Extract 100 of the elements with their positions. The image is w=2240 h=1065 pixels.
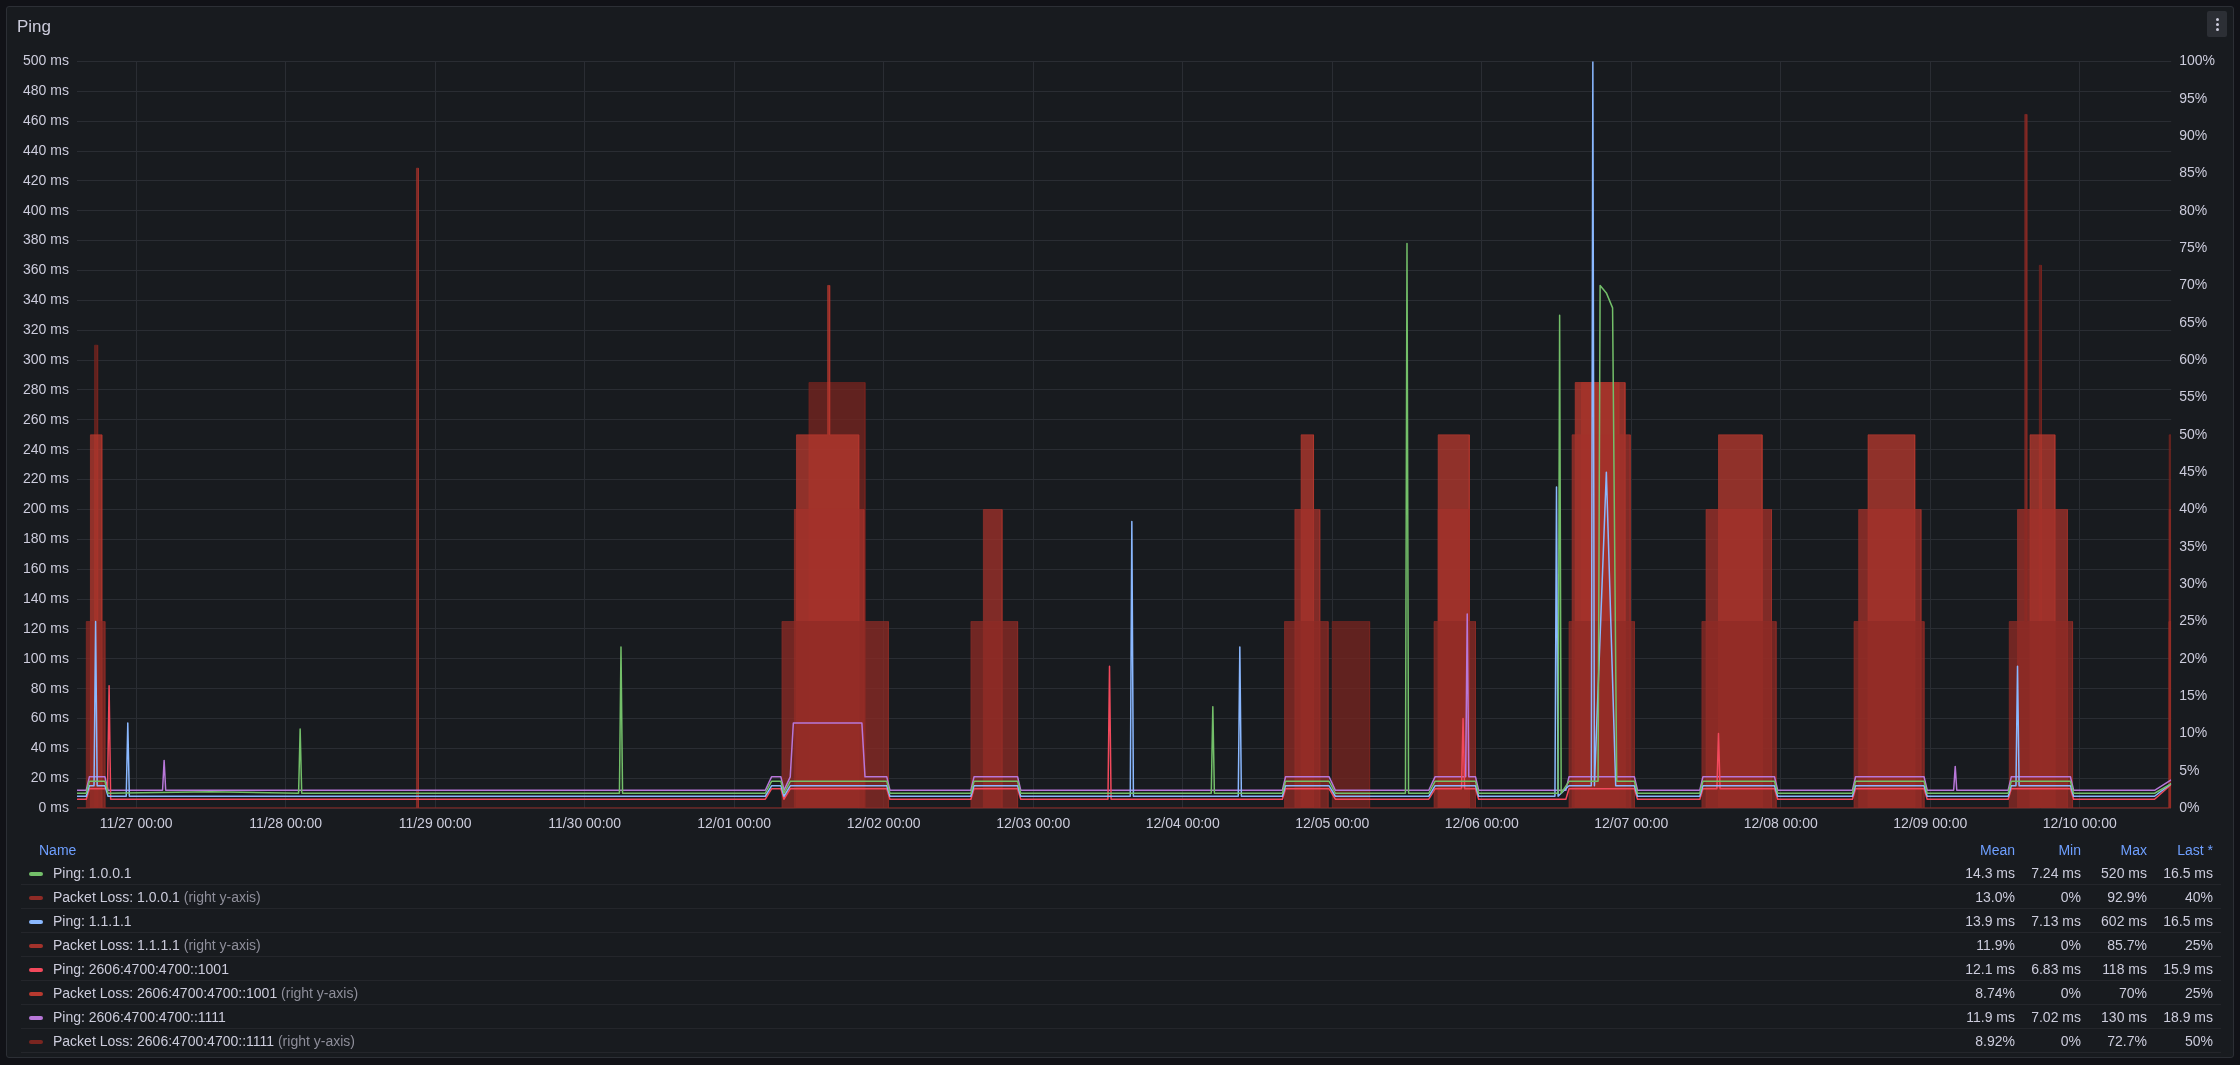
- y-tick-label: 420 ms: [22, 171, 69, 188]
- text: 92.9%: [2089, 884, 2155, 909]
- y-tick-label: 40 ms: [30, 739, 69, 756]
- text: 16.5 ms: [2155, 861, 2221, 885]
- text: (right y-axis): [182, 888, 261, 905]
- x-tick-label: 12/08 00:00: [1743, 815, 1818, 832]
- chart-title: Ping: [17, 17, 52, 37]
- x-tick-label: 12/03 00:00: [996, 815, 1071, 832]
- y-tick-label: 500 ms: [22, 52, 69, 69]
- text: 25%: [2155, 980, 2221, 1005]
- y-tick-label: 440 ms: [22, 141, 69, 158]
- y2-tick-label: 85%: [2179, 164, 2208, 181]
- text: 14.3 ms: [1957, 861, 2023, 885]
- y2-tick-label: 50%: [2179, 425, 2208, 442]
- text: 0%: [2023, 1028, 2089, 1053]
- legend-label: Ping: 1.1.1.1: [53, 912, 132, 929]
- y-tick-label: 60 ms: [30, 709, 69, 726]
- y-tick-label: 460 ms: [22, 112, 69, 128]
- text: 15.9 ms: [2155, 956, 2221, 981]
- y-tick-label: 340 ms: [22, 291, 69, 308]
- text: Name: [38, 841, 78, 860]
- text: 6.83 ms: [2023, 956, 2089, 981]
- text: 520 ms: [2089, 861, 2155, 885]
- y2-tick-label: 15%: [2179, 687, 2208, 704]
- x-tick-label: 12/04 00:00: [1145, 815, 1220, 832]
- text: 11.9%: [1957, 932, 2023, 957]
- x-tick-label: 11/30 00:00: [548, 815, 622, 832]
- x-tick-label: 12/05 00:00: [1295, 815, 1370, 832]
- y-tick-label: 260 ms: [22, 410, 69, 427]
- legend-label: Packet Loss: 1.0.0.1: [53, 888, 180, 905]
- y-tick-label: 400 ms: [22, 201, 69, 218]
- text: 8.74%: [1957, 980, 2023, 1005]
- y2-tick-label: 90%: [2179, 126, 2208, 143]
- y-tick-label: 140 ms: [22, 589, 69, 606]
- x-tick-label: 11/27 00:00: [99, 815, 173, 832]
- text: 602 ms: [2089, 908, 2155, 933]
- y2-tick-label: 95%: [2179, 89, 2208, 106]
- y-tick-label: 20 ms: [30, 769, 69, 786]
- y-tick-label: 100 ms: [22, 649, 69, 666]
- y-tick-label: 240 ms: [22, 440, 69, 457]
- x-tick-label: 11/29 00:00: [398, 815, 472, 832]
- legend-label: Packet Loss: 2606:4700:4700::1001: [53, 984, 278, 1001]
- legend-label: Ping: 2606:4700:4700::1001: [53, 960, 229, 977]
- legend-label: Packet Loss: 1.1.1.1: [53, 936, 180, 953]
- x-tick-label: 12/10 00:00: [2042, 815, 2118, 832]
- y2-tick-label: 40%: [2179, 500, 2208, 517]
- y2-tick-label: 100%: [2179, 52, 2216, 69]
- text: 72.7%: [2089, 1028, 2155, 1053]
- y2-tick-label: 10%: [2179, 724, 2208, 741]
- y-tick-label: 80 ms: [30, 679, 69, 696]
- text: 12.1 ms: [1957, 956, 2023, 981]
- text: 70%: [2089, 980, 2155, 1005]
- text: 18.9 ms: [2155, 1004, 2221, 1029]
- text: (right y-axis): [281, 984, 359, 1001]
- y2-tick-label: 0%: [2179, 799, 2200, 816]
- y-tick-label: 0 ms: [38, 799, 69, 816]
- y2-tick-label: 80%: [2179, 201, 2208, 218]
- y2-tick-label: 75%: [2179, 238, 2208, 255]
- text: (right y-axis): [183, 936, 261, 953]
- y-tick-label: 280 ms: [22, 380, 69, 397]
- text: 0%: [2023, 932, 2089, 957]
- text: 11.9 ms: [1957, 1004, 2023, 1029]
- x-tick-label: 12/09 00:00: [1893, 815, 1968, 832]
- y2-tick-label: 70%: [2179, 276, 2208, 293]
- y-tick-label: 300 ms: [22, 350, 69, 367]
- y2-tick-label: 25%: [2179, 612, 2208, 629]
- y2-tick-label: 65%: [2179, 313, 2208, 330]
- text: Mean: [1978, 841, 2016, 860]
- y2-tick-label: 5%: [2179, 761, 2200, 778]
- y-tick-label: 160 ms: [22, 560, 69, 577]
- y2-tick-label: 35%: [2179, 537, 2208, 554]
- legend-label: Ping: 1.0.0.1: [53, 864, 132, 881]
- y2-tick-label: 30%: [2179, 575, 2208, 592]
- text: 13.9 ms: [1957, 908, 2023, 933]
- text: 16.5 ms: [2155, 908, 2221, 933]
- y-tick-label: 120 ms: [22, 619, 69, 636]
- y-tick-label: 380 ms: [22, 231, 69, 248]
- text: 7.02 ms: [2023, 1004, 2089, 1029]
- legend-label: Ping: 2606:4700:4700::1111: [53, 1008, 226, 1025]
- text: 118 ms: [2089, 956, 2155, 981]
- text: Last *: [2176, 841, 2214, 860]
- y2-tick-label: 45%: [2179, 463, 2208, 479]
- y-tick-label: 360 ms: [22, 261, 69, 278]
- y-tick-label: 320 ms: [22, 321, 69, 338]
- x-tick-label: 12/06 00:00: [1444, 815, 1519, 832]
- text: 8.92%: [1957, 1028, 2023, 1053]
- y-tick-label: 220 ms: [22, 470, 69, 487]
- text: 13.0%: [1957, 884, 2023, 909]
- text: (right y-axis): [277, 1032, 355, 1049]
- y2-tick-label: 20%: [2179, 649, 2208, 666]
- y-tick-label: 480 ms: [22, 82, 69, 99]
- text: Min: [2057, 841, 2082, 860]
- x-tick-label: 12/07 00:00: [1594, 815, 1669, 832]
- y-tick-label: 180 ms: [22, 530, 69, 547]
- text: 7.13 ms: [2023, 908, 2089, 933]
- text: 0%: [2023, 884, 2089, 909]
- text: 130 ms: [2089, 1004, 2155, 1029]
- text: 7.24 ms: [2023, 861, 2089, 885]
- x-tick-label: 11/28 00:00: [249, 815, 323, 832]
- y2-tick-label: 60%: [2179, 350, 2208, 367]
